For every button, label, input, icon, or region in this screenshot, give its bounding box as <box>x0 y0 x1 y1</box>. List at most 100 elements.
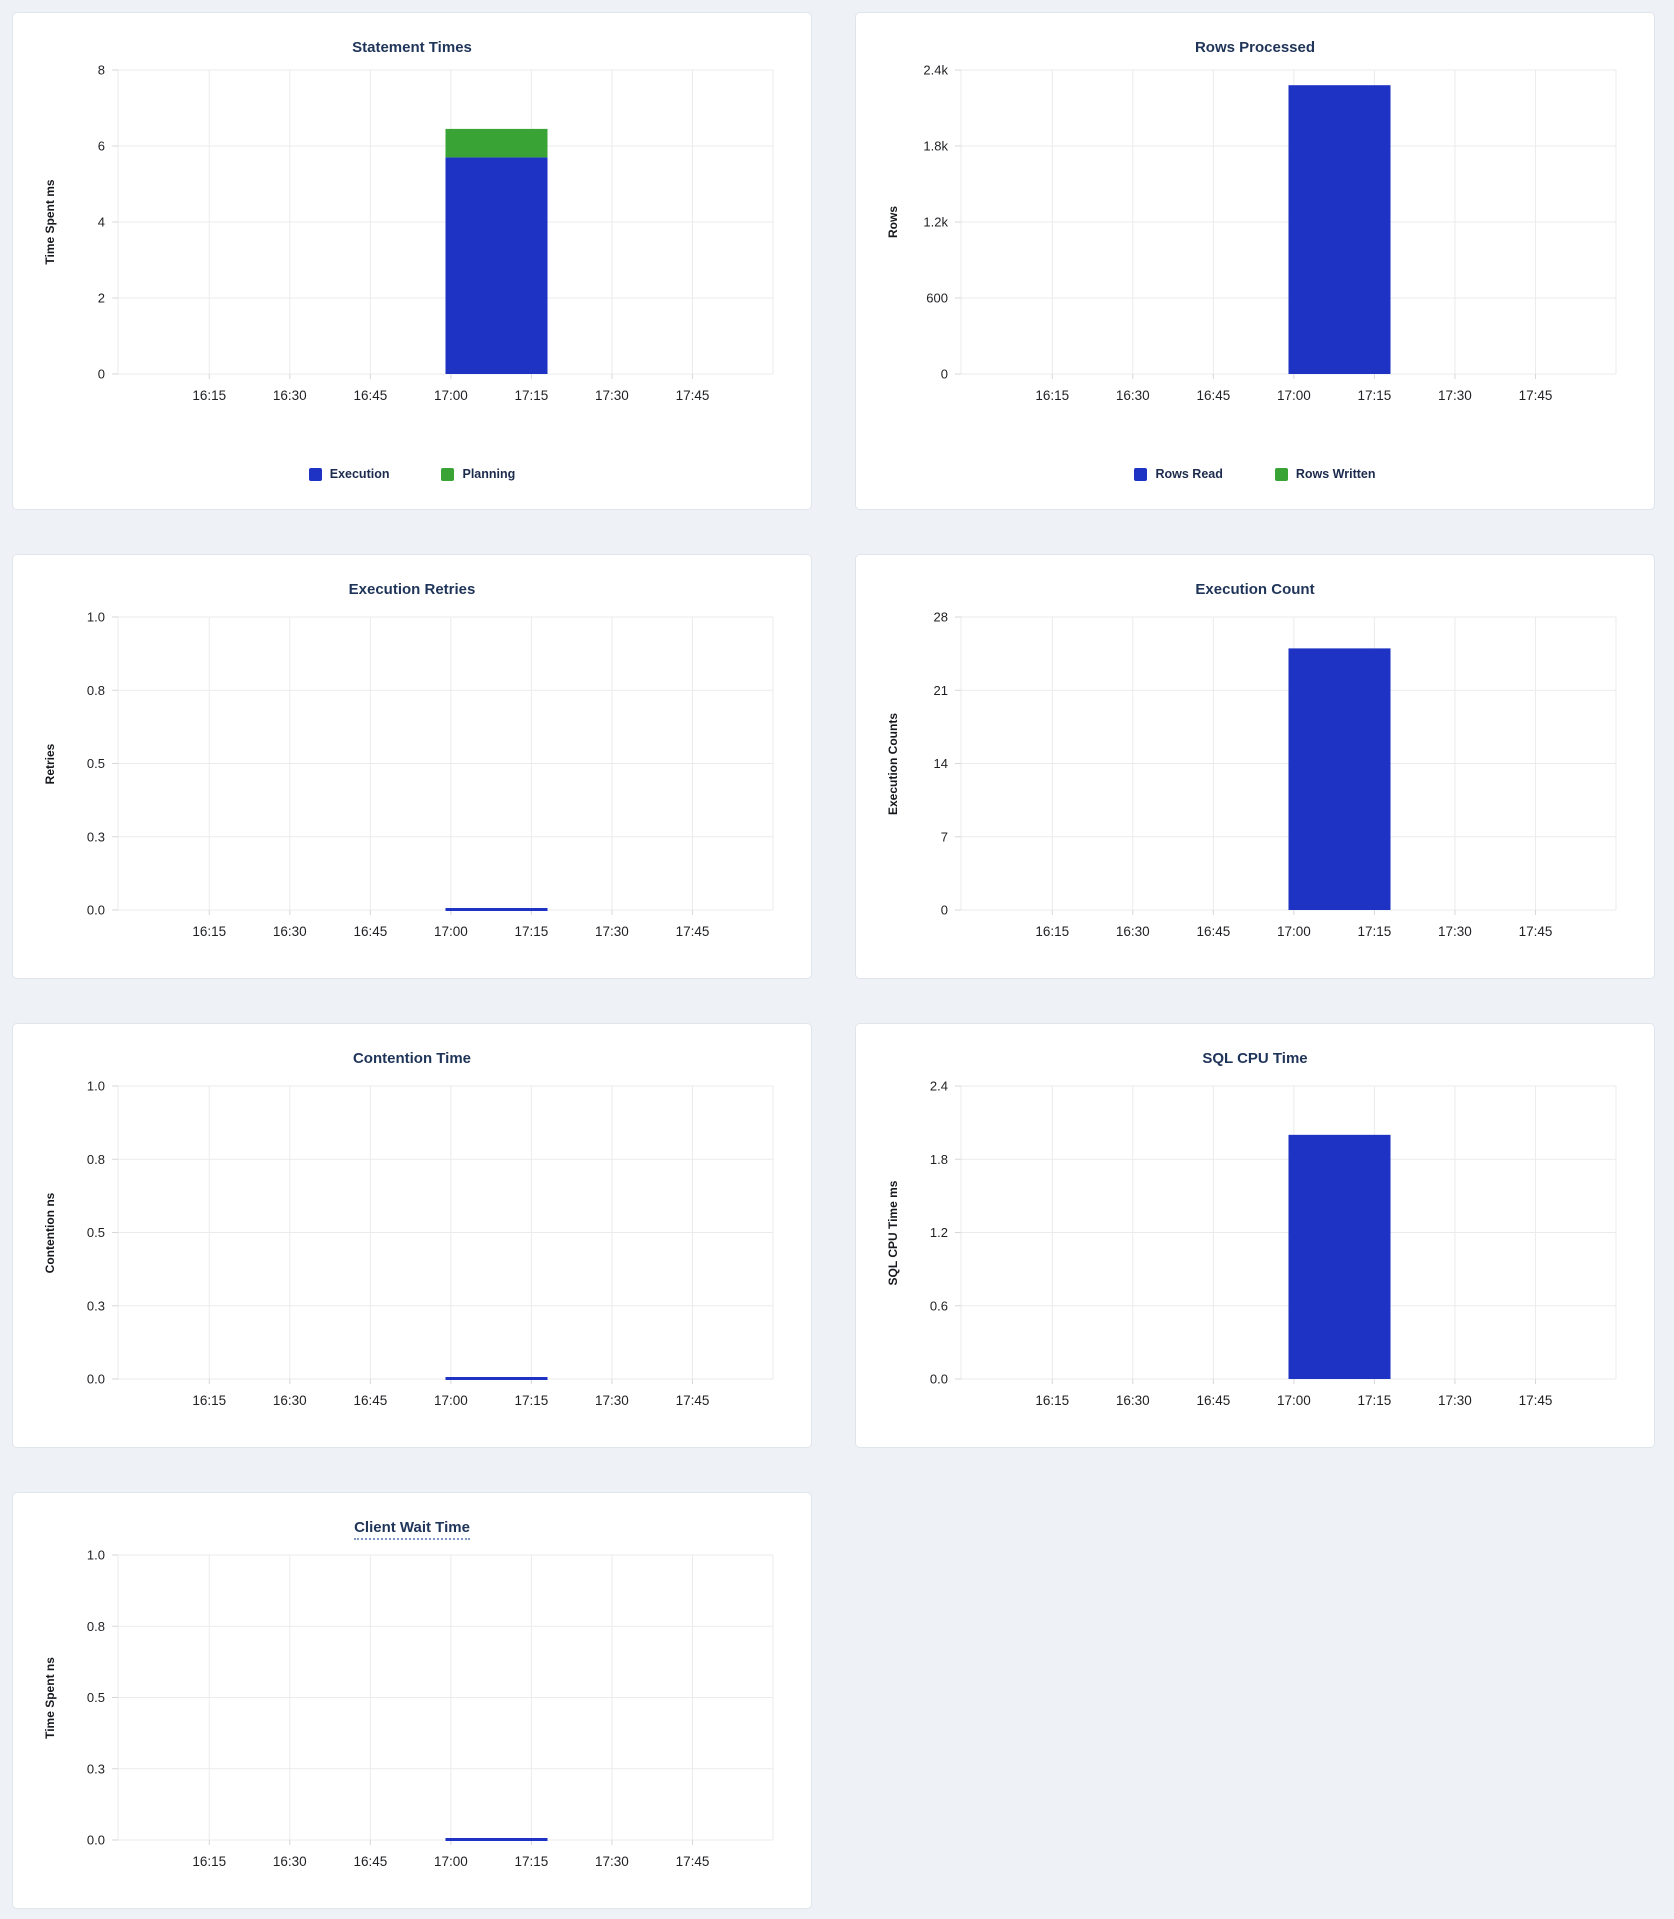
legend-item-execution: Execution <box>308 467 389 481</box>
svg-text:16:45: 16:45 <box>353 1854 387 1869</box>
svg-text:17:30: 17:30 <box>595 924 629 939</box>
svg-text:0.3: 0.3 <box>87 829 105 844</box>
svg-text:0.0: 0.0 <box>930 1372 948 1387</box>
svg-text:0.3: 0.3 <box>87 1761 105 1776</box>
legend-item-rows-read: Rows Read <box>1134 467 1223 481</box>
chart-title-client-wait-time[interactable]: Client Wait Time <box>13 1519 811 1540</box>
svg-text:1.0: 1.0 <box>87 1079 105 1094</box>
svg-text:17:45: 17:45 <box>1519 388 1553 403</box>
svg-text:0.0: 0.0 <box>87 903 105 918</box>
svg-text:14: 14 <box>934 756 948 771</box>
chart-title-rows-processed: Rows Processed <box>1194 39 1316 56</box>
svg-text:17:30: 17:30 <box>1438 388 1472 403</box>
svg-text:0.8: 0.8 <box>87 683 105 698</box>
svg-text:16:30: 16:30 <box>1116 388 1150 403</box>
svg-text:16:15: 16:15 <box>1035 388 1069 403</box>
svg-text:4: 4 <box>98 215 105 230</box>
svg-text:0: 0 <box>941 903 948 918</box>
svg-text:16:15: 16:15 <box>192 924 226 939</box>
svg-text:0.8: 0.8 <box>87 1152 105 1167</box>
svg-text:16:45: 16:45 <box>1196 924 1230 939</box>
execution-retries-plot: 0.0 0.3 0.5 0.8 1.0 16:15 16:30 16:45 17:00 17:15… <box>87 610 774 939</box>
chart-card-execution-count: Execution Count Execution Counts 0 7 14 21 2… <box>855 554 1655 979</box>
svg-text:17:15: 17:15 <box>515 924 549 939</box>
execution-count-plot: 0 7 14 21 28 16:15 16:30 16:45 17:00 17:15 17:30 17… <box>934 610 1617 939</box>
rows-processed-plot: 0 600 1.2k 1.8k 2.4k 16:15 16:30 16:45 17:00 17:1… <box>923 63 1617 403</box>
svg-text:16:30: 16:30 <box>273 924 307 939</box>
svg-text:17:00: 17:00 <box>1277 388 1311 403</box>
execution-swatch-icon <box>308 467 322 481</box>
svg-text:0.0: 0.0 <box>87 1833 105 1848</box>
svg-text:17:45: 17:45 <box>676 388 710 403</box>
svg-text:17:45: 17:45 <box>1519 1393 1553 1408</box>
svg-text:17:00: 17:00 <box>434 1393 468 1408</box>
svg-text:16:15: 16:15 <box>1035 924 1069 939</box>
svg-text:0.5: 0.5 <box>87 1225 105 1240</box>
legend: Execution Planning <box>13 467 811 481</box>
client-wait-time-plot: 0.0 0.3 0.5 0.8 1.0 16:15 16:30 16:45 17:00 17:15… <box>87 1548 774 1869</box>
chart-title-execution-count: Execution Count <box>1195 581 1315 598</box>
svg-text:600: 600 <box>926 291 948 306</box>
chart-title-contention-time: Contention Time <box>352 1050 472 1067</box>
rows-read-swatch-icon <box>1134 467 1148 481</box>
svg-text:17:15: 17:15 <box>1358 924 1392 939</box>
svg-text:0.6: 0.6 <box>930 1298 948 1313</box>
svg-text:17:00: 17:00 <box>434 388 468 403</box>
svg-text:0.5: 0.5 <box>87 756 105 771</box>
svg-text:17:15: 17:15 <box>515 1854 549 1869</box>
svg-text:21: 21 <box>934 683 948 698</box>
chart-card-sql-cpu-time: SQL CPU Time SQL CPU Time ms 0.0 0.6 1.2 1.… <box>855 1023 1655 1448</box>
contention-time-plot: 0.0 0.3 0.5 0.8 1.0 16:15 16:30 16:45 17:00 17:15… <box>87 1079 774 1408</box>
svg-text:0.5: 0.5 <box>87 1690 105 1705</box>
chart-title-sql-cpu-time: SQL CPU Time <box>1202 1050 1308 1067</box>
chart-card-statement-times: Statement Times Time Spent ms 0 2 4 6 8 16:15… <box>12 12 812 510</box>
svg-text:17:00: 17:00 <box>1277 1393 1311 1408</box>
svg-text:16:45: 16:45 <box>353 388 387 403</box>
svg-text:16:15: 16:15 <box>192 388 226 403</box>
svg-text:7: 7 <box>941 829 948 844</box>
svg-text:17:45: 17:45 <box>1519 924 1553 939</box>
legend-item-rows-written: Rows Written <box>1274 467 1376 481</box>
svg-text:17:45: 17:45 <box>676 1854 710 1869</box>
sql-cpu-time-plot: 0.0 0.6 1.2 1.8 2.4 16:15 16:30 16:45 17:00 17:15… <box>930 1079 1617 1408</box>
svg-text:16:45: 16:45 <box>1196 388 1230 403</box>
svg-text:6: 6 <box>98 139 105 154</box>
legend: Rows Read Rows Written <box>856 467 1654 481</box>
chart-card-rows-processed: Rows Processed Rows 0 600 1.2k 1.8k 2.4k 16:1… <box>855 12 1655 510</box>
legend-item-planning: Planning <box>441 467 515 481</box>
svg-text:17:30: 17:30 <box>595 1393 629 1408</box>
svg-text:17:45: 17:45 <box>676 924 710 939</box>
svg-text:28: 28 <box>934 610 948 625</box>
chart-card-execution-retries: Execution Retries Retries 0.0 0.3 0.5 0.8 1.… <box>12 554 812 979</box>
svg-text:17:30: 17:30 <box>1438 1393 1472 1408</box>
svg-text:16:30: 16:30 <box>273 1393 307 1408</box>
chart-title-execution-retries: Execution Retries <box>348 581 476 598</box>
svg-text:1.8k: 1.8k <box>923 139 948 154</box>
rows-written-swatch-icon <box>1274 467 1288 481</box>
svg-text:2.4k: 2.4k <box>923 63 948 78</box>
statement-times-plot: 0 2 4 6 8 16:15 16:30 16:45 17:00 17:15 17:30 17:45 <box>98 63 774 403</box>
svg-text:16:30: 16:30 <box>273 388 307 403</box>
chart-title-statement-times: Statement Times <box>352 39 472 56</box>
svg-text:17:30: 17:30 <box>595 388 629 403</box>
svg-text:16:15: 16:15 <box>192 1854 226 1869</box>
svg-text:1.2: 1.2 <box>930 1225 948 1240</box>
svg-text:1.8: 1.8 <box>930 1152 948 1167</box>
svg-text:2: 2 <box>98 291 105 306</box>
svg-text:2.4: 2.4 <box>930 1079 948 1094</box>
svg-text:16:30: 16:30 <box>273 1854 307 1869</box>
svg-text:1.0: 1.0 <box>87 610 105 625</box>
svg-text:16:15: 16:15 <box>1035 1393 1069 1408</box>
svg-text:17:00: 17:00 <box>434 1854 468 1869</box>
chart-card-client-wait-time: Client Wait Time Time Spent ns 0.0 0.3 0.5… <box>12 1492 812 1909</box>
svg-text:0: 0 <box>98 367 105 382</box>
svg-text:17:15: 17:15 <box>1358 388 1392 403</box>
planning-swatch-icon <box>441 467 455 481</box>
chart-card-contention-time: Contention Time Contention ns 0.0 0.3 0.5 0… <box>12 1023 812 1448</box>
svg-text:1.0: 1.0 <box>87 1548 105 1563</box>
svg-text:0.3: 0.3 <box>87 1298 105 1313</box>
svg-text:0.8: 0.8 <box>87 1619 105 1634</box>
svg-text:17:15: 17:15 <box>515 1393 549 1408</box>
svg-text:17:00: 17:00 <box>1277 924 1311 939</box>
svg-text:8: 8 <box>98 63 105 78</box>
